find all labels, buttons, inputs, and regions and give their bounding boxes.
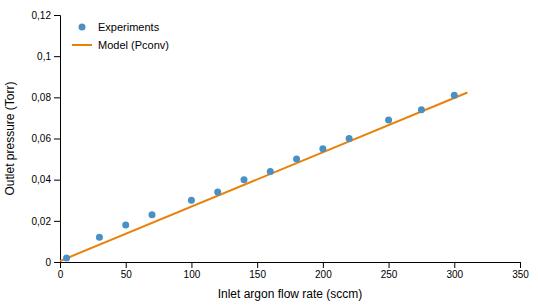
tick: 100 bbox=[184, 262, 201, 280]
tick: 0,1 bbox=[37, 51, 60, 62]
tick-mark bbox=[54, 15, 60, 16]
tick-label: 300 bbox=[446, 269, 463, 280]
tick-mark bbox=[389, 262, 390, 268]
tick-label: 0 bbox=[45, 257, 51, 268]
point bbox=[63, 254, 70, 261]
point bbox=[319, 145, 326, 152]
point-layer bbox=[63, 92, 458, 262]
tick-mark bbox=[257, 262, 258, 268]
axis-line bbox=[54, 16, 61, 263]
point bbox=[451, 92, 458, 99]
axis-line bbox=[61, 263, 521, 269]
tick-mark bbox=[520, 262, 521, 268]
legend-label: Experiments bbox=[98, 21, 160, 33]
point bbox=[293, 156, 300, 163]
tick-label: 200 bbox=[315, 269, 332, 280]
tick-mark bbox=[126, 262, 127, 268]
tick: 300 bbox=[446, 262, 463, 280]
legend-item: Experiments bbox=[79, 21, 160, 33]
point bbox=[267, 168, 274, 175]
line-layer bbox=[60, 93, 467, 261]
tick-mark bbox=[191, 262, 192, 268]
tick-label: 250 bbox=[381, 269, 398, 280]
point bbox=[346, 135, 353, 142]
legend-item: Model (Pconv) bbox=[72, 39, 169, 51]
point bbox=[122, 221, 129, 228]
tick-mark bbox=[54, 97, 60, 98]
tick: 0 bbox=[58, 262, 64, 280]
legend: Experiments Model (Pconv) bbox=[72, 21, 169, 51]
tick: 200 bbox=[315, 262, 332, 280]
point bbox=[149, 211, 156, 218]
legend-swatch bbox=[72, 44, 92, 46]
y-axis: 0 0,02 0,04 0,06 0,08 0,1 0,12 bbox=[32, 10, 61, 268]
tick-label: 0,02 bbox=[32, 216, 52, 227]
tick: 150 bbox=[249, 262, 266, 280]
tick: 0,02 bbox=[32, 216, 60, 227]
chart: 0 50 100 150 200 250 300 350 0 0,02 0,04 0,06 0,08 0,… bbox=[0, 0, 538, 306]
tick: 0,08 bbox=[32, 92, 60, 103]
point bbox=[385, 116, 392, 123]
model-line bbox=[60, 93, 467, 261]
tick-label: 50 bbox=[121, 269, 133, 280]
y-axis-title: Outlet pressure (Torr) bbox=[3, 81, 17, 195]
legend-swatch bbox=[79, 24, 86, 31]
tick: 0,06 bbox=[32, 133, 60, 144]
tick: 250 bbox=[381, 262, 398, 280]
tick-label: 0,08 bbox=[32, 92, 52, 103]
tick-label: 0,1 bbox=[37, 51, 51, 62]
tick-mark bbox=[54, 56, 60, 57]
tick: 0,04 bbox=[32, 174, 60, 185]
point bbox=[241, 176, 248, 183]
x-axis-title: Inlet argon flow rate (sccm) bbox=[218, 287, 363, 301]
tick-label: 0 bbox=[58, 269, 64, 280]
tick-mark bbox=[323, 262, 324, 268]
tick-mark bbox=[54, 139, 60, 140]
legend-label: Model (Pconv) bbox=[98, 39, 169, 51]
x-axis: 0 50 100 150 200 250 300 350 bbox=[58, 262, 530, 280]
tick: 350 bbox=[512, 262, 529, 280]
tick-mark bbox=[54, 262, 60, 263]
tick-mark bbox=[54, 221, 60, 222]
tick-mark bbox=[454, 262, 455, 268]
tick: 50 bbox=[121, 262, 133, 280]
tick-label: 0,06 bbox=[32, 133, 52, 144]
plot: 0 50 100 150 200 250 300 350 0 0,02 0,04 0,06 0,08 0,… bbox=[32, 10, 530, 280]
tick-label: 0,12 bbox=[32, 10, 52, 21]
marks bbox=[60, 92, 467, 262]
tick-label: 0,04 bbox=[32, 174, 52, 185]
tick-label: 100 bbox=[184, 269, 201, 280]
tick: 0,12 bbox=[32, 10, 60, 21]
point bbox=[418, 106, 425, 113]
tick: 0 bbox=[45, 257, 60, 268]
tick-mark bbox=[54, 180, 60, 181]
point bbox=[188, 197, 195, 204]
point bbox=[214, 189, 221, 196]
tick-label: 350 bbox=[512, 269, 529, 280]
tick-label: 150 bbox=[249, 269, 266, 280]
point bbox=[96, 234, 103, 241]
